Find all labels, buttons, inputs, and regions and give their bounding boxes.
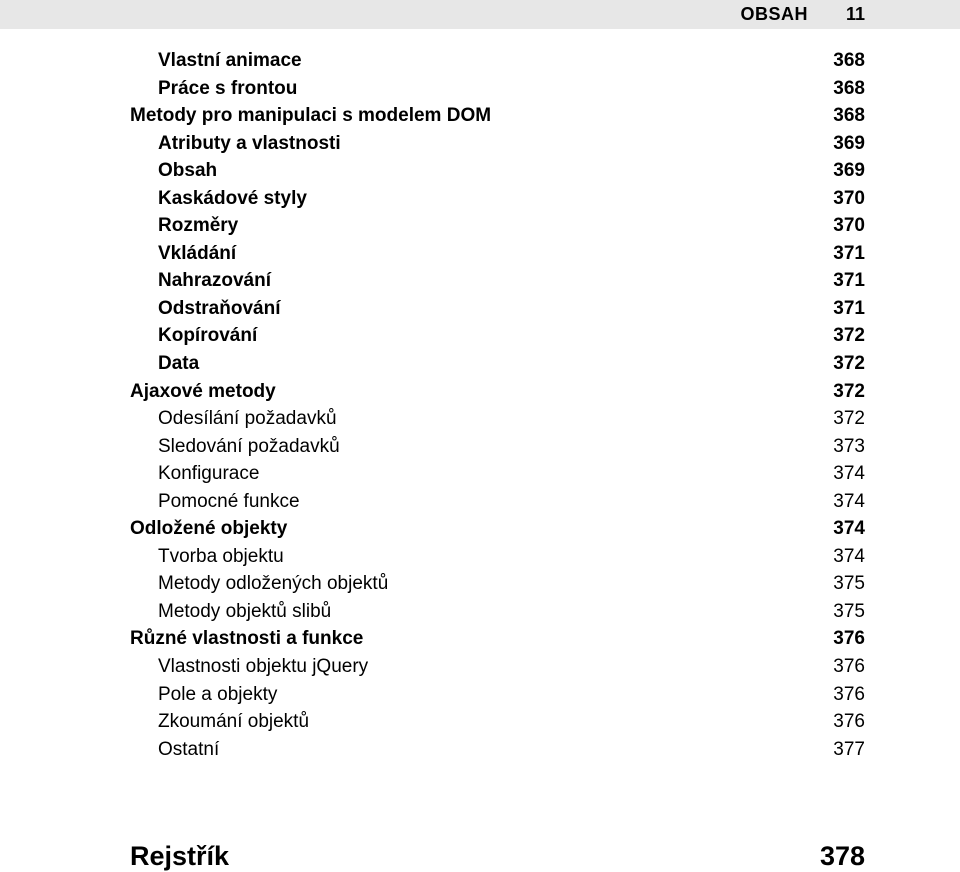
toc-entry: Metody odložených objektů 375 xyxy=(130,570,865,598)
toc-page: 376 xyxy=(813,708,865,736)
toc-entry: Nahrazování 371 xyxy=(130,267,865,295)
toc-page: 371 xyxy=(813,267,865,295)
toc-label: Metody objektů slibů xyxy=(158,598,331,626)
toc-page: 374 xyxy=(813,543,865,571)
toc-entry: Odstraňování 371 xyxy=(130,295,865,323)
toc-page: 372 xyxy=(813,378,865,406)
toc-entry: Pole a objekty 376 xyxy=(130,681,865,709)
toc-label: Metody pro manipulaci s modelem DOM xyxy=(130,102,491,130)
toc-label: Tvorba objektu xyxy=(158,543,284,571)
toc-page: 377 xyxy=(813,736,865,764)
toc-entry: Zkoumání objektů 376 xyxy=(130,708,865,736)
toc-entry: Obsah 369 xyxy=(130,157,865,185)
toc-entry: Vlastnosti objektu jQuery 376 xyxy=(130,653,865,681)
book-page: Obsah 11 Vlastní animace 368 Práce s fro… xyxy=(0,0,960,791)
toc-page: 373 xyxy=(813,433,865,461)
toc-label: Sledování požadavků xyxy=(158,433,340,461)
index-entry: Rejstřík 378 xyxy=(130,841,865,872)
toc-page: 376 xyxy=(813,681,865,709)
toc-page: 374 xyxy=(813,488,865,516)
toc-entry: Vlastní animace 368 xyxy=(130,47,865,75)
toc-page: 368 xyxy=(813,47,865,75)
toc-label: Odložené objekty xyxy=(130,515,287,543)
toc-page: 374 xyxy=(813,460,865,488)
toc-label: Data xyxy=(158,350,199,378)
toc-page: 374 xyxy=(813,515,865,543)
toc-label: Pomocné funkce xyxy=(158,488,300,516)
header-section-title: Obsah xyxy=(740,4,808,25)
toc-entry: Různé vlastnosti a funkce 376 xyxy=(130,625,865,653)
toc-page: 375 xyxy=(813,598,865,626)
toc-entry: Odesílání požadavků 372 xyxy=(130,405,865,433)
running-header: Obsah 11 xyxy=(0,0,960,29)
toc-label: Metody odložených objektů xyxy=(158,570,388,598)
toc-content: Vlastní animace 368 Práce s frontou 368 … xyxy=(0,29,960,872)
toc-entry: Metody pro manipulaci s modelem DOM 368 xyxy=(130,102,865,130)
toc-entry: Ostatní 377 xyxy=(130,736,865,764)
index-label: Rejstřík xyxy=(130,841,229,872)
toc-entry: Tvorba objektu 374 xyxy=(130,543,865,571)
toc-label: Ostatní xyxy=(158,736,219,764)
toc-entry: Práce s frontou 368 xyxy=(130,75,865,103)
toc-entry: Konfigurace 374 xyxy=(130,460,865,488)
toc-entry: Odložené objekty 374 xyxy=(130,515,865,543)
toc-entry: Metody objektů slibů 375 xyxy=(130,598,865,626)
toc-page: 376 xyxy=(813,625,865,653)
toc-entry: Sledování požadavků 373 xyxy=(130,433,865,461)
toc-entry: Kopírování 372 xyxy=(130,322,865,350)
header-page-number: 11 xyxy=(846,4,865,25)
toc-label: Kaskádové styly xyxy=(158,185,307,213)
toc-label: Práce s frontou xyxy=(158,75,297,103)
toc-page: 369 xyxy=(813,130,865,158)
toc-label: Pole a objekty xyxy=(158,681,277,709)
toc-page: 372 xyxy=(813,350,865,378)
toc-label: Odesílání požadavků xyxy=(158,405,337,433)
toc-label: Konfigurace xyxy=(158,460,259,488)
toc-entry: Atributy a vlastnosti 369 xyxy=(130,130,865,158)
toc-label: Ajaxové metody xyxy=(130,378,276,406)
toc-page: 368 xyxy=(813,75,865,103)
toc-page: 368 xyxy=(813,102,865,130)
toc-label: Obsah xyxy=(158,157,217,185)
toc-page: 370 xyxy=(813,212,865,240)
toc-page: 376 xyxy=(813,653,865,681)
toc-label: Zkoumání objektů xyxy=(158,708,309,736)
toc-page: 375 xyxy=(813,570,865,598)
toc-label: Odstraňování xyxy=(158,295,280,323)
toc-page: 371 xyxy=(813,295,865,323)
toc-entry: Ajaxové metody 372 xyxy=(130,378,865,406)
toc-entry: Rozměry 370 xyxy=(130,212,865,240)
index-page: 378 xyxy=(800,841,865,872)
toc-entry: Vkládání 371 xyxy=(130,240,865,268)
toc-label: Vlastnosti objektu jQuery xyxy=(158,653,368,681)
toc-page: 369 xyxy=(813,157,865,185)
toc-label: Kopírování xyxy=(158,322,257,350)
toc-page: 372 xyxy=(813,322,865,350)
toc-page: 371 xyxy=(813,240,865,268)
toc-label: Vkládání xyxy=(158,240,236,268)
toc-entry: Data 372 xyxy=(130,350,865,378)
toc-page: 372 xyxy=(813,405,865,433)
toc-label: Vlastní animace xyxy=(158,47,302,75)
toc-label: Různé vlastnosti a funkce xyxy=(130,625,363,653)
toc-page: 370 xyxy=(813,185,865,213)
toc-entry: Kaskádové styly 370 xyxy=(130,185,865,213)
toc-label: Nahrazování xyxy=(158,267,271,295)
toc-label: Atributy a vlastnosti xyxy=(158,130,341,158)
toc-label: Rozměry xyxy=(158,212,238,240)
toc-entry: Pomocné funkce 374 xyxy=(130,488,865,516)
